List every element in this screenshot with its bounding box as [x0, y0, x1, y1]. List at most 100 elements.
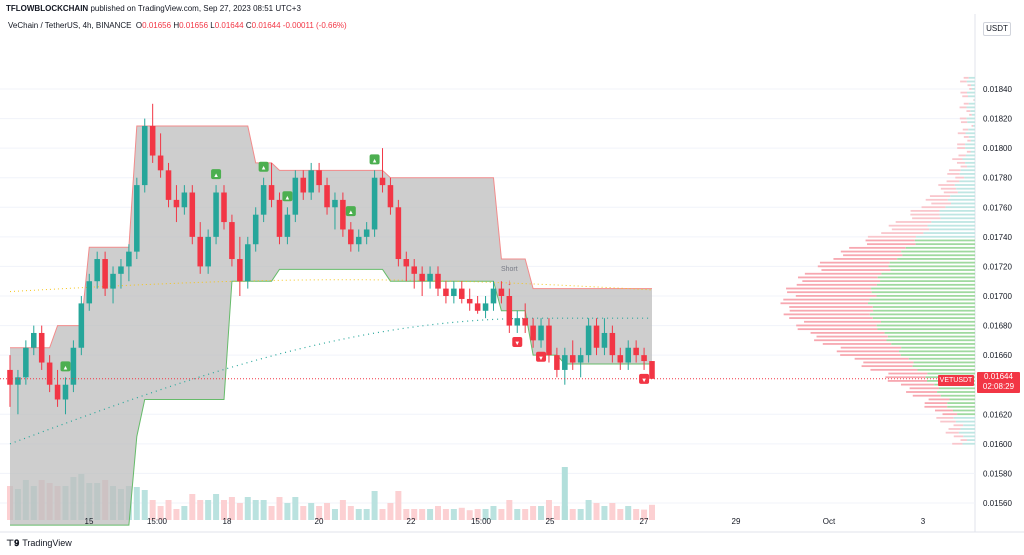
- candle: [292, 177, 299, 215]
- volume-bar: [442, 509, 449, 520]
- volume-profile-bar: [795, 295, 877, 297]
- candle: [332, 199, 338, 208]
- volume-profile-bar: [967, 84, 971, 87]
- volume-profile-bar: [891, 228, 930, 231]
- candle: [569, 355, 576, 363]
- candle: [379, 177, 386, 186]
- candle: [482, 303, 489, 311]
- volume-bar: [181, 506, 188, 520]
- volume-profile-bar: [783, 298, 870, 301]
- candle: [562, 355, 568, 370]
- tradingview-brand[interactable]: ⊤𝟗 TradingView: [6, 538, 72, 549]
- volume-profile-bar: [888, 224, 928, 227]
- volume-profile-bar: [952, 409, 975, 412]
- publish-info: TFLOWBLOCKCHAIN published on TradingView…: [6, 4, 301, 13]
- volume-profile-bar: [890, 269, 975, 271]
- volume-profile-bar: [946, 180, 960, 183]
- volume-profile-bar: [881, 232, 924, 234]
- volume-bar: [276, 497, 283, 520]
- candle: [62, 384, 69, 400]
- volume-bar: [387, 503, 394, 520]
- price-tick-label: 0.01600: [983, 440, 1012, 449]
- volume-profile-bar: [963, 76, 969, 79]
- volume-profile-bar: [840, 354, 901, 356]
- volume-bar: [649, 504, 655, 520]
- candle: [237, 259, 243, 282]
- tradingview-logo-icon: ⊤𝟗: [6, 538, 20, 548]
- price-tick-label: 0.01680: [983, 322, 1012, 331]
- buy-signal-icon: ▲: [372, 158, 378, 164]
- volume-bar: [601, 506, 608, 520]
- price-tick-label: 0.01560: [983, 499, 1012, 508]
- volume-profile-bar: [974, 99, 975, 101]
- candle: [197, 236, 203, 267]
- currency-button[interactable]: USDT: [983, 22, 1011, 36]
- volume-bar: [474, 509, 481, 520]
- candle: [585, 325, 592, 356]
- candle: [395, 207, 402, 260]
- volume-profile-bar: [910, 209, 940, 212]
- volume-profile-bar: [955, 176, 965, 179]
- candle: [427, 273, 433, 282]
- buy-signal-marker: [282, 191, 293, 202]
- candle: [387, 185, 394, 208]
- volume-profile-bar: [959, 180, 975, 183]
- volume-profile-bar: [971, 113, 975, 116]
- volume-profile-bar: [810, 331, 885, 334]
- volume-profile-bar: [891, 343, 975, 345]
- price-tick-label: 0.01780: [983, 174, 1012, 183]
- volume-bar: [284, 503, 291, 520]
- volume-profile-bar: [966, 106, 975, 109]
- volume-profile-bar: [928, 398, 950, 401]
- candle: [134, 185, 140, 252]
- candle: [46, 362, 53, 385]
- volume-profile-bar: [952, 442, 963, 445]
- volume-bar: [236, 503, 243, 520]
- volume-profile-bar: [796, 324, 877, 327]
- buy-signal-marker: [60, 361, 71, 372]
- candle: [252, 214, 259, 245]
- volume-profile-bar: [910, 213, 940, 216]
- sell-signal-marker: [512, 336, 523, 347]
- volume-profile-bar: [909, 387, 940, 390]
- volume-bar: [189, 494, 196, 520]
- price-tick-label: 0.01720: [983, 262, 1012, 271]
- candle: [181, 192, 188, 208]
- volume-profile-bar: [880, 280, 975, 283]
- volume-profile-bar: [939, 387, 975, 390]
- publisher-name[interactable]: TFLOWBLOCKCHAIN: [6, 4, 89, 13]
- time-tick-label: 18: [223, 517, 232, 526]
- candle: [78, 303, 85, 348]
- volume-profile-bar: [840, 346, 902, 349]
- volume-profile-bar: [966, 110, 971, 112]
- volume-profile-bar: [966, 150, 971, 153]
- candle: [189, 192, 196, 237]
- high-label: H: [173, 21, 180, 30]
- volume-profile-bar: [869, 313, 975, 316]
- buy-signal-icon: ▲: [261, 166, 267, 172]
- volume-profile-bar: [880, 320, 975, 323]
- volume-profile-bar: [814, 339, 887, 342]
- volume-profile-bar: [789, 306, 873, 308]
- candle: [514, 318, 521, 326]
- volume-profile-bar: [970, 110, 975, 112]
- symbol-title[interactable]: VeChain / TetherUS, 4h, BINANCE: [8, 21, 132, 30]
- candle: [31, 332, 37, 348]
- volume-bar: [355, 509, 362, 520]
- candle: [340, 199, 346, 230]
- volume-profile-bar: [889, 261, 975, 264]
- volume-profile-bar: [822, 343, 892, 345]
- volume-bar: [324, 503, 331, 520]
- volume-bar: [244, 497, 251, 520]
- volume-profile-bar: [970, 84, 975, 87]
- candle: [609, 332, 616, 356]
- volume-profile-bar: [967, 139, 971, 142]
- volume-profile-bar: [960, 165, 968, 168]
- last-price-value: 0.01644: [984, 372, 1013, 381]
- volume-profile-bar: [931, 202, 951, 205]
- volume-bar: [427, 509, 434, 520]
- volume-profile-bar: [967, 121, 975, 124]
- last-price-tag: 0.01644 02:08:29: [977, 372, 1020, 393]
- volume-profile-bar: [964, 176, 975, 179]
